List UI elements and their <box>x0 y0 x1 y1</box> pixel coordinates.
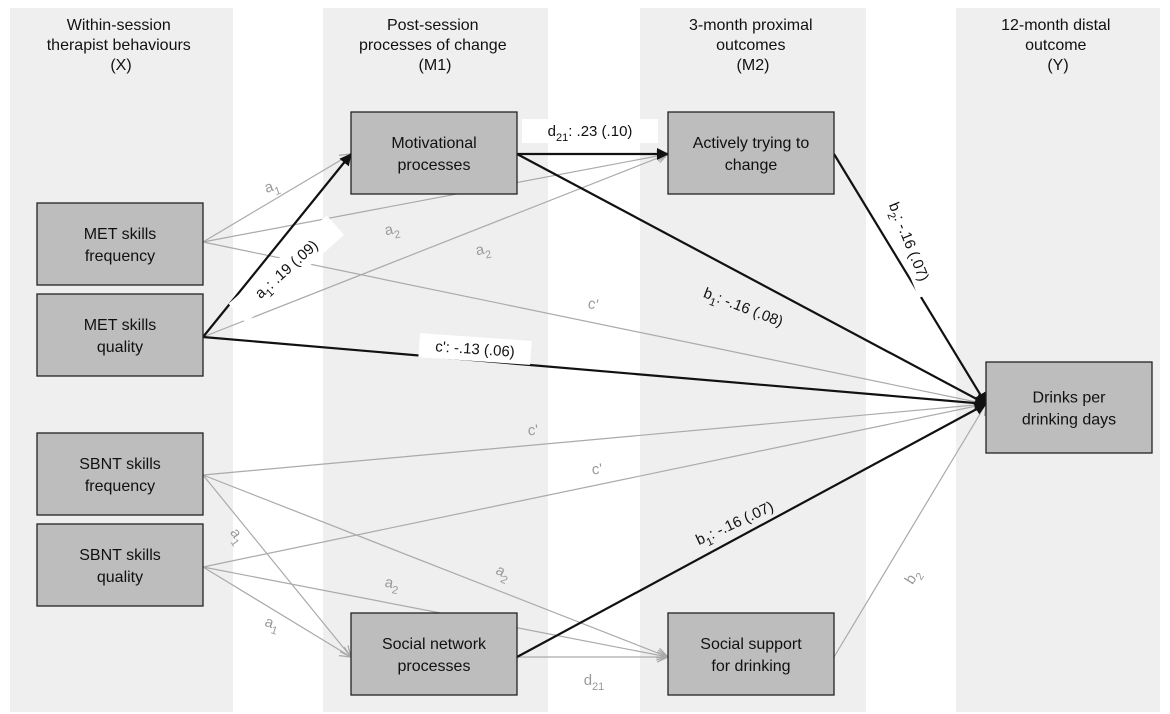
column-header-x: Within-session therapist behaviours (X) <box>47 17 196 74</box>
path-label-a1-sbnt-qual-social: a1 <box>261 613 281 637</box>
path-label-text: b2 <box>902 566 927 589</box>
node-social-sup: Social support for drinking <box>667 612 835 696</box>
label-backing <box>228 215 345 324</box>
node-sbnt-qual: SBNT skills quality <box>36 523 204 607</box>
node-met-freq: MET skills frequency <box>36 202 204 286</box>
path-arrow-a2-met-freq-active <box>202 154 668 243</box>
path-label-d21-motiv-active: d21: .23 (.10) <box>522 119 658 144</box>
column-headers: Within-session therapist behaviours (X) … <box>47 17 1115 74</box>
node-met-qual: MET skills quality <box>36 293 204 377</box>
path-arrow-a2-sbnt-freq-sup <box>202 474 668 657</box>
node-box <box>36 432 204 516</box>
path-label-text: a1 <box>262 176 282 200</box>
node-motiv: Motivational processes <box>350 111 518 195</box>
node-sbnt-freq: SBNT skills frequency <box>36 432 204 516</box>
path-label-text: c' <box>587 295 600 314</box>
path-arrow-c-met-qual-drinks <box>202 335 987 410</box>
label-backing <box>418 333 532 365</box>
node-box <box>985 361 1153 454</box>
path-label-d21-social-sup: d21 <box>584 672 605 693</box>
node-box <box>350 612 518 696</box>
path-label-text: c': -.13 (.06) <box>435 338 516 361</box>
path-arrow-b1-social-drinks <box>516 403 987 658</box>
node-label: Social support for drinking <box>700 636 802 675</box>
path-label-text: a2 <box>383 574 401 597</box>
path-label-c-sbnt-qual-drinks: c' <box>591 461 603 479</box>
node-box <box>36 202 204 286</box>
node-label: MET skills quality <box>84 317 157 356</box>
path-label-text: d21 <box>584 672 605 693</box>
node-label: SBNT skills frequency <box>79 456 161 495</box>
node-label: Social network processes <box>382 636 487 675</box>
path-arrow-a1-met-freq-motiv <box>202 154 351 243</box>
path-label-text: a1: .19 (.09) <box>252 237 324 305</box>
path-arrow-c-met-freq-drinks <box>202 241 986 404</box>
column-header-m1: Post-session processes of change (M1) <box>359 17 511 74</box>
node-label: SBNT skills quality <box>79 547 161 586</box>
path-label-b2-active-drinks: b2: -.16 (.07) <box>876 185 942 299</box>
path-arrow-a1-met-qual-motiv <box>202 153 352 338</box>
column-header-m2: 3-month proximal outcomes (M2) <box>689 17 817 74</box>
diagram-nodes: MET skills frequency MET skills quality SBNT… <box>36 111 1153 696</box>
path-label-a2-sbnt-qual-sup: a2 <box>383 574 401 597</box>
node-box <box>350 111 518 195</box>
path-arrow-a2-met-qual-active <box>202 154 668 338</box>
column-header-y: 12-month distal outcome (Y) <box>1001 17 1115 74</box>
node-box <box>36 293 204 377</box>
path-arrow-b1-motiv-drinks <box>516 153 987 405</box>
path-arrow-a2-sbnt-qual-sup <box>202 566 668 657</box>
node-label: Drinks per drinking days <box>1022 390 1116 429</box>
path-label-text: d21: .23 (.10) <box>548 123 633 144</box>
node-label: MET skills frequency <box>84 226 157 265</box>
path-arrow-a1-sbnt-qual-social <box>202 566 351 657</box>
node-drinks: Drinks per drinking days <box>985 361 1153 454</box>
node-label: Motivational processes <box>391 135 476 174</box>
path-arrows <box>202 148 987 658</box>
path-arrow-c-sbnt-freq-drinks <box>202 404 986 476</box>
path-label-text: c' <box>527 422 539 440</box>
path-arrow-b2-active-drinks <box>833 153 987 405</box>
path-arrow-c-sbnt-qual-drinks <box>202 404 986 568</box>
path-label-b2-sup-drinks: b2 <box>902 566 927 589</box>
node-box <box>667 612 835 696</box>
label-backing <box>876 185 942 299</box>
node-box <box>36 523 204 607</box>
path-label-c-met-qual-drinks: c': -.13 (.06) <box>418 333 532 365</box>
path-label-c-met-freq-drinks: c' <box>587 295 600 314</box>
node-box <box>667 111 835 195</box>
label-backing <box>522 119 658 143</box>
path-label-a1-met-freq-motiv: a1 <box>262 176 282 200</box>
path-label-text: a1 <box>261 613 281 637</box>
path-arrow-b2-sup-drinks <box>833 404 986 658</box>
path-arrow-a1-sbnt-freq-social <box>202 474 351 657</box>
column-band-y <box>956 8 1160 712</box>
node-label: Actively trying to change <box>693 135 810 174</box>
path-label-c-sbnt-freq-drinks: c' <box>527 422 539 440</box>
node-active: Actively trying to change <box>667 111 835 195</box>
path-label-text: c' <box>591 461 603 479</box>
node-social-net: Social network processes <box>350 612 518 696</box>
